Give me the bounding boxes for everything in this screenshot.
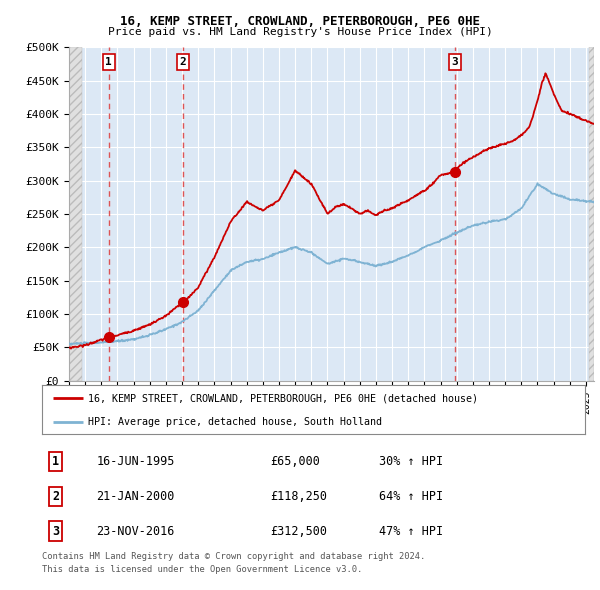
Text: 16, KEMP STREET, CROWLAND, PETERBOROUGH, PE6 0HE (detached house): 16, KEMP STREET, CROWLAND, PETERBOROUGH,… xyxy=(88,394,478,404)
Text: 47% ↑ HPI: 47% ↑ HPI xyxy=(379,525,443,537)
Text: £118,250: £118,250 xyxy=(270,490,327,503)
Text: 1: 1 xyxy=(106,57,112,67)
Text: 16, KEMP STREET, CROWLAND, PETERBOROUGH, PE6 0HE: 16, KEMP STREET, CROWLAND, PETERBOROUGH,… xyxy=(120,15,480,28)
Text: 23-NOV-2016: 23-NOV-2016 xyxy=(97,525,175,537)
Text: 64% ↑ HPI: 64% ↑ HPI xyxy=(379,490,443,503)
Text: £65,000: £65,000 xyxy=(270,455,320,468)
Text: Contains HM Land Registry data © Crown copyright and database right 2024.: Contains HM Land Registry data © Crown c… xyxy=(42,552,425,560)
Text: 3: 3 xyxy=(452,57,458,67)
Text: This data is licensed under the Open Government Licence v3.0.: This data is licensed under the Open Gov… xyxy=(42,565,362,574)
Text: 3: 3 xyxy=(52,525,59,537)
Text: 21-JAN-2000: 21-JAN-2000 xyxy=(97,490,175,503)
Text: HPI: Average price, detached house, South Holland: HPI: Average price, detached house, Sout… xyxy=(88,417,382,427)
Text: £312,500: £312,500 xyxy=(270,525,327,537)
Text: Price paid vs. HM Land Registry's House Price Index (HPI): Price paid vs. HM Land Registry's House … xyxy=(107,27,493,37)
Text: 2: 2 xyxy=(179,57,187,67)
Text: 16-JUN-1995: 16-JUN-1995 xyxy=(97,455,175,468)
Text: 2: 2 xyxy=(52,490,59,503)
Text: 1: 1 xyxy=(52,455,59,468)
Text: 30% ↑ HPI: 30% ↑ HPI xyxy=(379,455,443,468)
